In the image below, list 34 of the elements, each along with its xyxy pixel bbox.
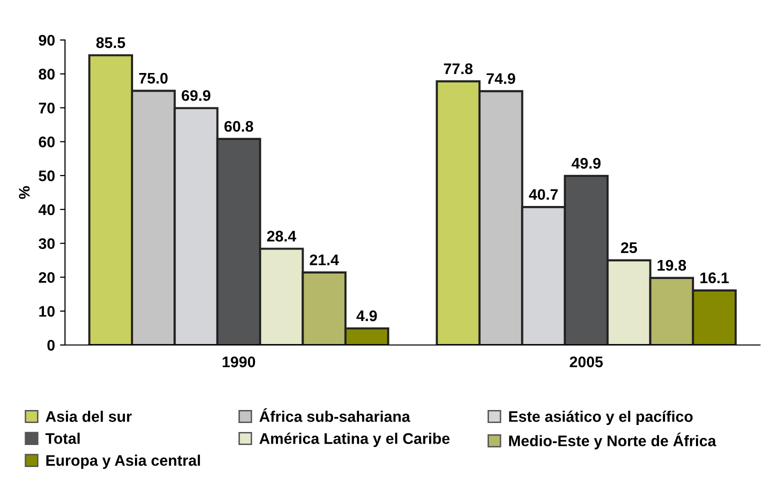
data-label: 25 (620, 242, 638, 254)
y-tick-label: 40 (38, 204, 55, 216)
y-tick-label: 10 (39, 306, 55, 317)
data-label: 75.0 (139, 72, 168, 84)
y-tick-label: 60 (38, 136, 55, 148)
data-label: 69.9 (182, 90, 210, 101)
legend-label: Este asiático y el pacífico (509, 410, 693, 425)
data-label: 85.5 (96, 37, 126, 48)
x-tick-label: 2005 (570, 356, 603, 368)
legend-label: Europa y Asia central (46, 454, 200, 469)
y-tick-label: 30 (38, 238, 55, 250)
y-tick-label: 20 (38, 272, 55, 283)
legend-label: América Latina y el Caribe (259, 432, 450, 447)
data-label: 77.8 (444, 63, 473, 74)
y-axis-title: % (18, 186, 30, 199)
data-label: 21.4 (310, 254, 339, 266)
data-label: 40.7 (528, 189, 558, 200)
y-tick-label: 80 (38, 68, 55, 80)
y-tick-label: 90 (38, 34, 55, 46)
data-label: 28.4 (267, 230, 296, 242)
data-label: 4.9 (356, 310, 377, 322)
y-tick-label: 70 (38, 102, 55, 114)
legend-label: Asia del sur (46, 410, 132, 422)
data-label: 16.1 (700, 272, 729, 284)
legend-label: Total (46, 432, 80, 444)
y-tick-label: 50 (38, 170, 55, 182)
data-label: 19.8 (658, 260, 686, 271)
data-label: 49.9 (572, 158, 601, 169)
data-label: 60.8 (224, 120, 254, 132)
legend-label: Medio-Este y Norte de África (509, 432, 716, 450)
legend-label: África sub-sahariana (259, 408, 410, 422)
x-tick-label: 1990 (222, 356, 256, 368)
y-tick-label: 0 (47, 340, 55, 351)
data-label: 74.9 (486, 73, 516, 84)
